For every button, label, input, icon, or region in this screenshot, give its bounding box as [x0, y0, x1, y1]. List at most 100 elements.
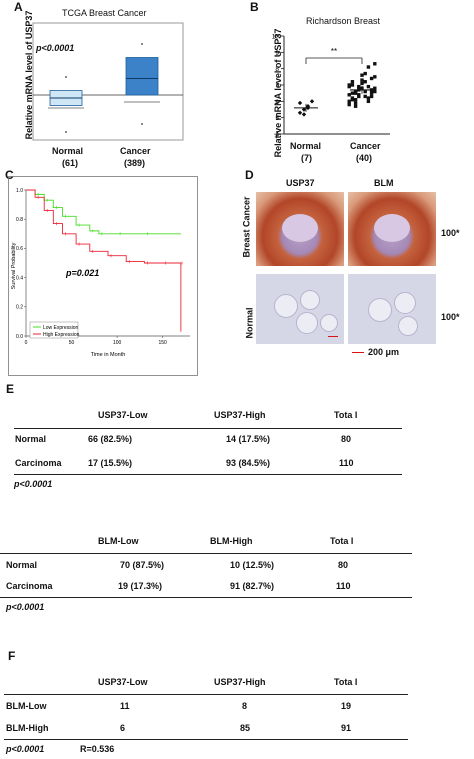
- panel-c-ylabel: Survival Probability: [11, 242, 17, 289]
- x-tick-label: 0: [25, 340, 28, 346]
- table-header: Tota l: [334, 410, 358, 420]
- point-cancer: [373, 75, 377, 79]
- x-tick-label: 50: [69, 340, 75, 346]
- point-cancer: [373, 89, 377, 94]
- panel-d-row-normal: Normal: [244, 307, 255, 339]
- panel-a-letter: A: [14, 0, 23, 14]
- panel-c-xlabel: Time in Month: [91, 352, 126, 358]
- table-cell: 110: [336, 581, 351, 591]
- table-rule: [14, 474, 402, 475]
- table-header: USP37-High: [214, 677, 266, 687]
- point-cancer: [360, 78, 364, 82]
- duct-lumen: [282, 214, 318, 242]
- point-normal: [305, 104, 311, 109]
- point-cancer: [357, 86, 361, 90]
- point-cancer: [363, 71, 367, 76]
- panel-a-title: TCGA Breast Cancer: [62, 8, 147, 18]
- panel-b-group-cancer: Cancer: [350, 141, 381, 151]
- duct-lumen: [374, 214, 410, 242]
- point-cancer: [357, 94, 361, 99]
- point-cancer: [363, 80, 367, 84]
- table-pvalue: p<0.0001: [14, 479, 53, 489]
- panel-b-plot: 4 5 6 7 8 9 10 **: [272, 34, 390, 139]
- panel-d-scalebar-label: 200 μm: [368, 347, 400, 357]
- panel-d-mag-bottom: 100*: [441, 312, 460, 322]
- table-cell: 19: [341, 701, 352, 711]
- panel-a-group-normal: Normal: [52, 146, 84, 156]
- point-cancer: [369, 91, 374, 95]
- point-cancer: [347, 99, 351, 104]
- km-curve-high-expression: [26, 189, 182, 332]
- y-tick-label: 9: [275, 50, 279, 57]
- table-cell: 80: [338, 560, 349, 570]
- y-tick-label: 7: [275, 83, 279, 90]
- panel-c-letter: C: [5, 168, 14, 182]
- point-cancer: [369, 94, 374, 99]
- y-tick-label: 0.8: [16, 217, 23, 223]
- row-label: Carcinoma: [15, 458, 62, 468]
- outlier-point: [141, 43, 143, 45]
- legend-label-high: High Expression: [43, 332, 80, 338]
- table-cell: 85: [240, 723, 251, 733]
- table-header: Tota l: [330, 536, 354, 546]
- y-tick-label: 4: [275, 132, 279, 139]
- table-cell: 66 (82.5%): [88, 434, 133, 444]
- point-cancer: [369, 76, 374, 81]
- panel-b-n-normal: (7): [301, 153, 312, 163]
- x-tick-label: 100: [113, 340, 122, 346]
- panel-b-letter: B: [250, 0, 259, 14]
- panel-b-title: Richardson Breast: [306, 16, 381, 26]
- point-cancer: [353, 101, 358, 105]
- panel-d-letter: D: [245, 168, 254, 182]
- table-cell: 80: [341, 434, 352, 444]
- panel-b-group-normal: Normal: [290, 141, 322, 151]
- table-cell: 6: [120, 723, 126, 733]
- table-header: USP37-Low: [98, 677, 148, 687]
- table-header: USP37-Low: [98, 410, 148, 420]
- table-rule: [0, 597, 412, 598]
- point-normal: [301, 112, 307, 117]
- table-cell: 10 (12.5%): [230, 560, 275, 570]
- table-header: USP37-High: [214, 410, 266, 420]
- point-normal: [301, 107, 307, 112]
- table-header: BLM-High: [210, 536, 253, 546]
- panel-d-col-usp37: USP37: [286, 178, 315, 188]
- point-cancer: [347, 102, 351, 107]
- table-cell: 8: [242, 701, 248, 711]
- ihc-normal-blm-image: [348, 274, 436, 344]
- outlier-point: [141, 123, 143, 125]
- table-cell: 19 (17.3%): [118, 581, 163, 591]
- panel-b-n-cancer: (40): [356, 153, 373, 163]
- panel-d-mag-top: 100*: [441, 228, 460, 238]
- panel-e-letter: E: [6, 382, 15, 396]
- point-cancer: [350, 98, 355, 102]
- panel-b-significance: **: [331, 47, 337, 56]
- ihc-cancer-blm-image: [348, 192, 436, 266]
- table-cell: 91 (82.7%): [230, 581, 275, 591]
- scalebar-mark: [328, 336, 338, 337]
- box-cancer: [125, 57, 159, 96]
- panel-a-n-cancer: (389): [124, 158, 146, 168]
- panel-a-pvalue: p<0.0001: [36, 43, 75, 53]
- y-tick-label: 0.6: [16, 246, 23, 252]
- panel-a-plot: [32, 22, 184, 141]
- point-cancer: [363, 89, 367, 94]
- row-label: Normal: [15, 434, 47, 444]
- ihc-normal-usp37-image: [256, 274, 344, 344]
- panel-d-col-blm: BLM: [374, 178, 394, 188]
- table-cell: 17 (15.5%): [88, 458, 133, 468]
- table-cell: 11: [120, 701, 130, 711]
- outlier-point: [65, 76, 67, 78]
- point-cancer: [373, 86, 377, 90]
- y-tick-label: 0.2: [16, 305, 23, 311]
- panel-c-legend-box: [29, 321, 79, 339]
- y-tick-label: 5: [275, 115, 279, 122]
- point-normal: [297, 100, 303, 106]
- ihc-cancer-usp37-image: [256, 192, 344, 266]
- panel-c-pvalue: p=0.021: [65, 268, 99, 278]
- point-cancer: [353, 89, 358, 94]
- point-normal: [297, 110, 303, 115]
- table-rule: [4, 739, 408, 740]
- legend-label-low: Low Expression: [43, 325, 79, 331]
- table-cell: 93 (84.5%): [226, 458, 271, 468]
